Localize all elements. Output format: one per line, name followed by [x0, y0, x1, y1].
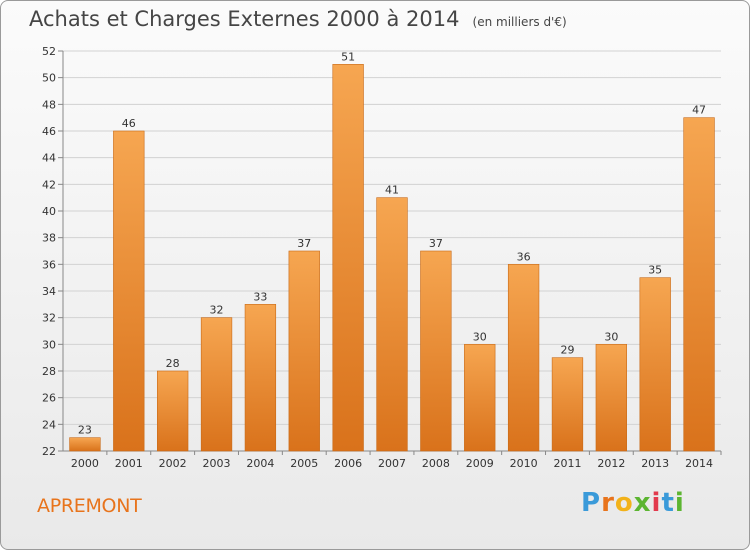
bar-2012	[595, 344, 627, 452]
bars	[69, 64, 715, 452]
y-tick-label: 24	[42, 418, 56, 431]
bar-2005	[288, 250, 320, 452]
proxiti-logo: Proxiti	[581, 488, 685, 518]
bar-2006	[332, 64, 364, 452]
x-tick-label: 2003	[203, 457, 231, 470]
y-tick-label: 26	[42, 392, 56, 405]
y-tick-label: 36	[42, 258, 56, 271]
y-tick-label: 22	[42, 445, 56, 458]
y-tick-label: 44	[42, 152, 56, 165]
x-tick-label: 2008	[422, 457, 450, 470]
value-label: 36	[517, 250, 531, 263]
logo-letter: t	[661, 488, 675, 518]
value-label: 51	[341, 50, 355, 63]
bar-2000	[69, 437, 101, 452]
y-tick-label: 50	[42, 72, 56, 85]
bar-2010	[507, 264, 540, 452]
bar-2002	[157, 370, 189, 452]
logo-letter: x	[633, 488, 652, 518]
y-tick-label: 42	[42, 178, 56, 191]
x-tick-label: 2001	[115, 457, 143, 470]
value-label: 33	[253, 290, 267, 303]
x-tick-label: 2005	[290, 457, 318, 470]
bar-2013	[639, 277, 671, 452]
chart-title-line: Achats et Charges Externes 2000 à 2014 (…	[29, 7, 567, 31]
y-tick-label: 38	[42, 232, 56, 245]
logo-letter: i	[674, 488, 685, 518]
value-label: 30	[604, 330, 618, 343]
x-tick-label: 2009	[466, 457, 494, 470]
value-label: 23	[78, 424, 92, 437]
y-tick-label: 48	[42, 98, 56, 111]
x-tick-label: 2007	[378, 457, 406, 470]
y-tick-label: 30	[42, 338, 56, 351]
value-label: 35	[648, 264, 662, 277]
y-tick-label: 52	[42, 45, 56, 58]
value-label: 47	[692, 104, 706, 117]
labels: 22 24 26 28 30 32 34 36 38 40 42 44 46 48 50 52 2000 23 20…	[42, 45, 713, 470]
value-label: 28	[166, 357, 180, 370]
bar-2009	[464, 344, 496, 452]
x-tick-label: 2011	[553, 457, 581, 470]
logo-letter: i	[651, 488, 662, 518]
y-tick-label: 28	[42, 365, 56, 378]
x-tick-label: 2004	[246, 457, 274, 470]
value-label: 29	[560, 344, 574, 357]
value-label: 37	[429, 237, 443, 250]
bar-2008	[420, 250, 452, 452]
logo-letter: r	[601, 488, 615, 518]
logo-letter: o	[614, 488, 634, 518]
x-tick-label: 2006	[334, 457, 362, 470]
logo-letter: P	[581, 488, 602, 518]
value-label: 46	[122, 117, 136, 130]
value-label: 41	[385, 184, 399, 197]
x-tick-label: 2012	[597, 457, 625, 470]
bar-2001	[113, 130, 145, 452]
bar-2014	[683, 117, 715, 452]
value-label: 32	[210, 304, 224, 317]
bar-2011	[551, 357, 584, 452]
y-tick-label: 32	[42, 312, 56, 325]
x-tick-label: 2013	[641, 457, 669, 470]
commune-name: APREMONT	[37, 495, 142, 517]
y-tick-label: 40	[42, 205, 56, 218]
x-tick-label: 2010	[510, 457, 538, 470]
y-tick-label: 34	[42, 285, 56, 298]
x-tick-label: 2002	[159, 457, 187, 470]
x-tick-label: 2014	[685, 457, 713, 470]
value-label: 30	[473, 330, 487, 343]
value-label: 37	[297, 237, 311, 250]
bar-2004	[244, 304, 277, 452]
bar-2007	[376, 197, 408, 452]
x-tick-label: 2000	[71, 457, 99, 470]
chart-title: Achats et Charges Externes 2000 à 2014	[29, 7, 460, 31]
bar-2003	[200, 317, 233, 452]
chart-subtitle: (en milliers d'€)	[472, 15, 567, 29]
y-tick-label: 46	[42, 125, 56, 138]
